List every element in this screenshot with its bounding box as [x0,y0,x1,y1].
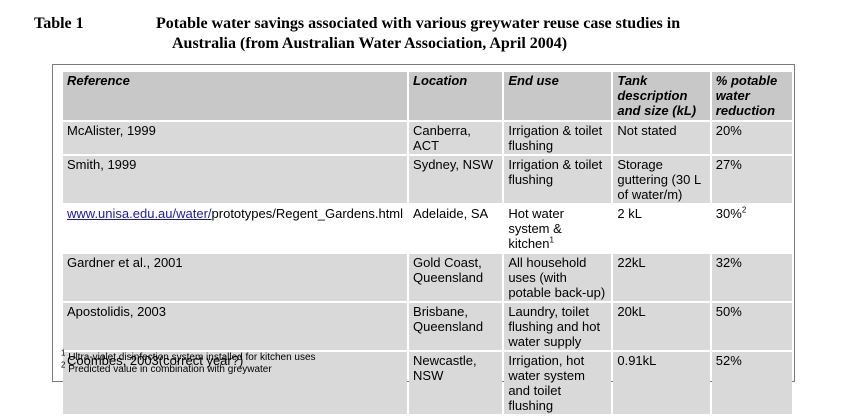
cell-reduction: 30%2 [711,205,792,252]
footnote-marker-2: 2 [741,205,747,215]
header-reference: Reference [63,72,408,120]
cell-end-use: Hot water system & kitchen1 [504,205,612,252]
cell-tank: 0.91kL [613,352,710,414]
cell-location: Gold Coast, Queensland [409,254,503,301]
reference-link-rest: prototypes/Regent_Gardens.html [211,206,404,221]
cell-location: Adelaide, SA [409,205,503,252]
table-title-line-2: Australia (from Australian Water Associa… [172,35,568,52]
cell-location: Canberra, ACT [409,122,503,154]
footnote-text: Predicted value in combination with grey… [68,364,272,375]
cell-tank: 22kL [613,254,710,301]
table-header-row: Reference Location End use Tank descript… [63,72,792,120]
footnote: 2 Predicted value in combination with gr… [61,360,316,376]
cell-reduction: 32% [711,254,792,301]
footnote: 1 Ultra-violet disinfection system insta… [61,348,316,364]
cell-reference: Smith, 1999 [63,156,408,203]
cell-reference: www.unisa.edu.au/water/prototypes/Regent… [63,205,408,252]
cell-tank: 2 kL [613,205,710,252]
cell-end-use: Irrigation, hot water system and toilet … [504,352,612,414]
cell-reference: Apostolidis, 2003 [63,303,408,350]
table-row: www.unisa.edu.au/water/prototypes/Regent… [63,205,792,252]
cell-reference: Gardner et al., 2001 [63,254,408,301]
cell-end-use: Irrigation & toilet flushing [504,122,612,154]
cell-tank: Not stated [613,122,710,154]
cell-reduction: 20% [711,122,792,154]
table-title-line-1: Potable water savings associated with va… [156,15,681,32]
footnote-marker-1: 1 [549,235,554,245]
footnote-text: Ultra-violet disinfection system install… [68,352,316,363]
cell-end-use: Laundry, toilet flushing and hot water s… [504,303,612,350]
table-row: McAlister, 1999 Canberra, ACT Irrigation… [63,122,792,154]
table-frame: Reference Location End use Tank descript… [52,64,795,414]
footnote-number: 1 [61,348,66,358]
cell-tank: 20kL [613,303,710,350]
table-title: Potable water savings associated with va… [156,14,846,54]
footnote-number: 2 [61,360,66,370]
cell-end-use: Irrigation & toilet flushing [504,156,612,203]
table-footnotes: 1 Ultra-violet disinfection system insta… [61,348,316,376]
header-end-use: End use [504,72,612,120]
cell-location: Sydney, NSW [409,156,503,203]
header-tank: Tank description and size (kL) [613,72,710,120]
cell-tank: Storage guttering (30 L of water/m) [613,156,710,203]
table-number: Table 1 [34,15,84,32]
header-reduction: % potable water reduction [711,72,792,120]
cell-end-use: All household uses (with potable back-up… [504,254,612,301]
table-row: Apostolidis, 2003 Brisbane, Queensland L… [63,303,792,350]
reduction-text: 30% [715,206,742,221]
cell-reduction: 50% [711,303,792,350]
cell-location: Brisbane, Queensland [409,303,503,350]
table-row: Smith, 1999 Sydney, NSW Irrigation & toi… [63,156,792,203]
header-location: Location [409,72,503,120]
table-row: Gardner et al., 2001 Gold Coast, Queensl… [63,254,792,301]
cell-reduction: 52% [711,352,792,414]
reference-link[interactable]: www.unisa.edu.au/water/ [67,206,212,221]
cell-reduction: 27% [711,156,792,203]
end-use-text: Hot water system & kitchen [508,206,564,251]
cell-reference: McAlister, 1999 [63,122,408,154]
cell-location: Newcastle, NSW [409,352,503,414]
